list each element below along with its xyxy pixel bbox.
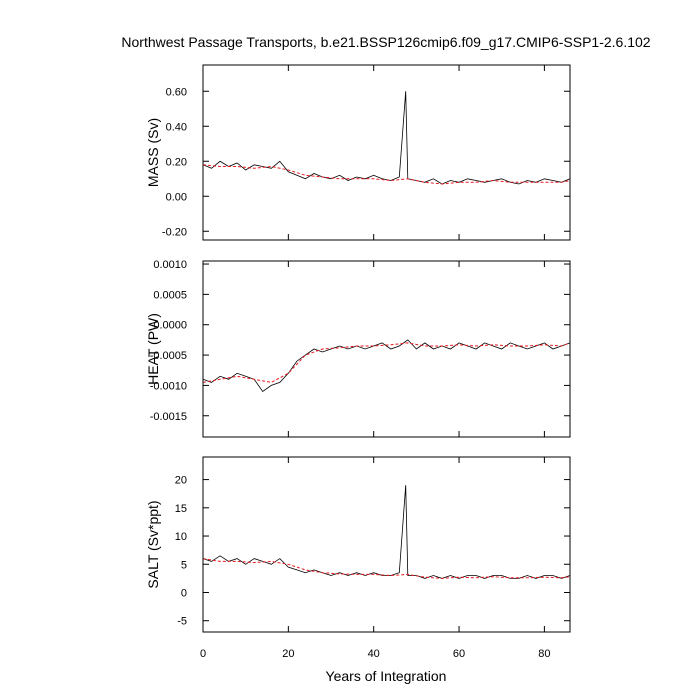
salt-x-tick-labels: 0 20 40 60 80 [200,648,551,660]
mass-raw-series [202,91,571,185]
heat-ylabel: HEAT (PW) [145,313,161,385]
salt-y-tick-label: 20 [175,475,187,487]
heat-y-tick-label: 0.0000 [153,320,187,332]
mass-plot-frame [202,64,571,241]
heat-raw-series [202,339,571,393]
x-axis-label: Years of Integration [326,668,447,684]
heat-y-tick-label: -0.0010 [150,380,187,392]
heat-smoothed-line [202,342,571,383]
mass-raw-line [202,91,571,185]
salt-x-tick-label: 20 [282,648,294,660]
mass-y-ticks [203,90,570,232]
salt-plot-frame [202,456,571,633]
salt-raw-series [202,485,571,579]
salt-x-ticks [202,457,545,632]
heat-smoothed-series [202,342,571,383]
figure-title: Northwest Passage Transports, b.e21.BSSP… [121,34,650,50]
mass-y-tick-label: -0.20 [162,226,187,238]
heat-y-tick-label: 0.0010 [153,259,187,271]
salt-smoothed-series [202,558,571,579]
salt-y-tick-label: 5 [181,559,187,571]
salt-panel: -5 0 5 10 15 20 SALT (Sv*ppt) 0 20 40 60 80 [145,456,571,660]
salt-y-tick-label: 10 [175,531,187,543]
mass-smoothed-line [202,164,571,185]
salt-x-tick-label: 0 [200,648,206,660]
salt-x-tick-label: 40 [368,648,380,660]
mass-x-ticks [202,65,545,240]
heat-y-tick-labels: -0.0015 -0.0010 -0.0005 0.0000 0.0005 0.0010 [150,259,187,423]
salt-y-tick-label: 15 [175,503,187,515]
mass-y-tick-label: 0.00 [166,191,187,203]
heat-y-tick-label: -0.0005 [150,350,187,362]
salt-smoothed-line [202,558,571,579]
heat-y-ticks [203,263,570,417]
heat-raw-line [202,339,571,393]
mass-smoothed-series [202,164,571,185]
mass-y-tick-label: 0.20 [166,156,187,168]
heat-x-ticks [202,261,545,437]
mass-ylabel: MASS (Sv) [145,118,161,187]
salt-y-tick-label: 0 [181,587,187,599]
mass-y-tick-label: 0.60 [166,86,187,98]
heat-y-tick-label: 0.0005 [153,289,187,301]
heat-plot-frame [202,260,571,438]
heat-y-tick-label: -0.0015 [150,411,187,423]
mass-y-tick-label: 0.40 [166,121,187,133]
salt-y-tick-labels: -5 0 5 10 15 20 [175,475,187,628]
salt-x-tick-label: 80 [538,648,550,660]
salt-raw-line [202,485,571,579]
mass-y-tick-labels: -0.20 0.00 0.20 0.40 0.60 [162,86,187,238]
salt-y-tick-label: -5 [177,616,187,628]
salt-ylabel: SALT (Sv*ppt) [145,500,161,588]
salt-x-tick-label: 60 [453,648,465,660]
heat-panel: -0.0015-0.0010-0.00050.00000.00050.0010 … [145,259,571,438]
mass-panel: -0.20 0.00 0.20 0.40 0.60 MASS (Sv) [145,64,571,241]
salt-y-ticks [203,479,570,622]
